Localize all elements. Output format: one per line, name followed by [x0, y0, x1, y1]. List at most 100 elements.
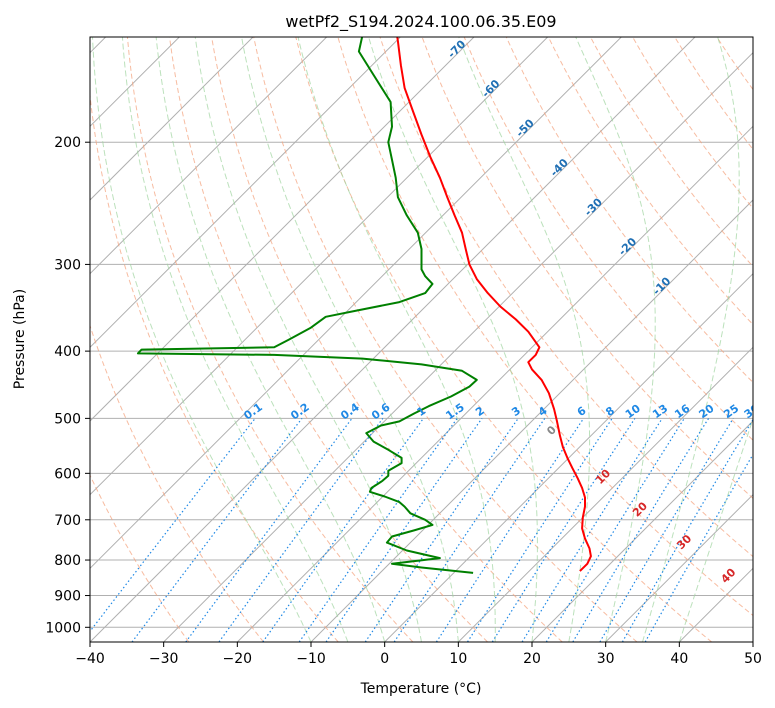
dry-adiabat	[90, 324, 264, 642]
dry-adiabat	[716, 37, 753, 91]
x-tick-label: 40	[670, 651, 688, 667]
series-group	[136, 37, 592, 574]
isotherm-label: -20	[616, 235, 639, 258]
mixing-ratio-line	[393, 418, 546, 642]
mixing-ratio-label: 0.2	[288, 401, 311, 423]
mixing-ratio-line	[185, 418, 353, 642]
x-tick-label: 0	[380, 651, 389, 667]
mixing-ratio-line	[521, 418, 663, 642]
isotherm-gridline	[90, 37, 181, 128]
y-tick-label: 600	[54, 466, 81, 482]
moist-adiabat	[92, 37, 312, 642]
isotherm-gridline	[752, 641, 753, 642]
mixing-ratio-label: 36	[763, 402, 775, 422]
y-tick-label: 900	[54, 589, 81, 605]
dry-adiabat	[589, 37, 753, 268]
dry-adiabat	[463, 37, 753, 441]
moist-adiabat	[642, 37, 740, 642]
x-axis-label: Temperature (°C)	[360, 681, 482, 697]
dry-adiabat	[379, 37, 753, 558]
plot-frame	[89, 36, 754, 643]
x-tick-label: 50	[744, 651, 762, 667]
moist-adiabat	[297, 37, 496, 642]
x-tick-label: 30	[597, 651, 615, 667]
background-lines	[90, 0, 775, 642]
isotherm-label: -50	[513, 116, 536, 139]
isotherm-gridline	[457, 346, 753, 642]
isotherm-gridline	[90, 37, 402, 349]
dry-adiabat	[295, 37, 713, 642]
moist-adiabat	[678, 417, 753, 642]
mixing-ratio-line	[491, 418, 636, 642]
dry-adiabat	[421, 37, 753, 499]
x-tick-label: −30	[149, 651, 179, 667]
moist-adiabat	[194, 37, 422, 642]
isotherm-gridline	[90, 37, 107, 54]
dry-adiabat	[547, 37, 753, 326]
y-tick-label: 700	[54, 513, 81, 529]
mixing-ratio-label: 2	[473, 404, 487, 419]
dry-adiabat	[90, 91, 339, 642]
mixing-ratio-label: 1.5	[443, 401, 466, 423]
moist-adiabat	[458, 37, 591, 642]
x-tick-label: −20	[223, 651, 253, 667]
isotherm-label: -70	[445, 37, 468, 60]
mixing-ratio-line	[262, 418, 424, 642]
isotherm-gridline	[531, 420, 753, 642]
mixing-ratio-label: 0.6	[369, 400, 393, 422]
mixing-ratio-line	[218, 418, 384, 642]
mixing-ratio-label: 1	[415, 404, 429, 419]
moist-adiabat	[368, 37, 538, 642]
mixing-ratio-line	[572, 418, 710, 642]
mixing-ratio-label: 0.1	[241, 401, 264, 423]
dry-adiabat	[337, 37, 753, 617]
isotherm-gridline	[310, 199, 753, 642]
mixing-ratio-line	[599, 418, 734, 642]
mixing-ratio-line	[435, 418, 585, 642]
mixing-ratio-line	[325, 418, 483, 642]
isotherm-gridline	[90, 37, 623, 570]
mixing-ratio-line	[466, 418, 613, 642]
isotherm-gridline	[90, 37, 328, 275]
y-tick-label: 1000	[45, 620, 81, 636]
y-tick-label: 500	[54, 411, 81, 427]
line-labels: 0.10.20.40.611.52346810131620253036-100-…	[241, 37, 775, 586]
x-tick-label: 10	[449, 651, 467, 667]
isotherm-gridline	[163, 51, 753, 642]
y-tick-label: 300	[54, 257, 81, 273]
chart-title: wetPf2_S194.2024.100.06.35.E09	[285, 12, 556, 32]
isotherm-gridline	[384, 272, 753, 642]
y-tick-label: 400	[54, 344, 81, 360]
mixing-ratio-label: 6	[575, 404, 589, 419]
isotherm-gridline	[90, 37, 549, 496]
theta-label: 10	[593, 467, 613, 487]
mixing-ratio-line	[131, 418, 303, 642]
temperature-line	[396, 37, 592, 572]
theta-label: 40	[718, 566, 738, 586]
y-tick-label: 800	[54, 553, 81, 569]
dry-adiabat	[211, 37, 563, 642]
moist-adiabat	[241, 37, 459, 642]
mixing-ratio-line	[545, 418, 685, 642]
mixing-ratio-line	[90, 418, 256, 633]
x-tick-label: −10	[296, 651, 326, 667]
y-tick-label: 200	[54, 135, 81, 151]
dry-adiabat	[253, 37, 638, 642]
mixing-ratio-label: 30	[742, 402, 762, 422]
isotherm-gridline	[236, 125, 753, 642]
theta-label: 30	[674, 532, 694, 552]
dry-adiabat	[90, 474, 190, 642]
isotherm-gridline	[90, 37, 696, 642]
moist-adiabat	[575, 37, 656, 642]
isotherm-gridline	[90, 37, 475, 422]
mixing-ratio-line	[621, 418, 753, 642]
y-axis-label: Pressure (hPa)	[12, 289, 28, 389]
dry-adiabat	[674, 37, 753, 151]
dry-adiabat	[169, 37, 488, 642]
dewpoint-line	[136, 37, 478, 574]
mixing-ratio-line	[364, 418, 519, 642]
dry-adiabat	[696, 0, 775, 642]
dry-adiabat	[126, 37, 414, 642]
isotherm-gridline	[90, 37, 254, 201]
